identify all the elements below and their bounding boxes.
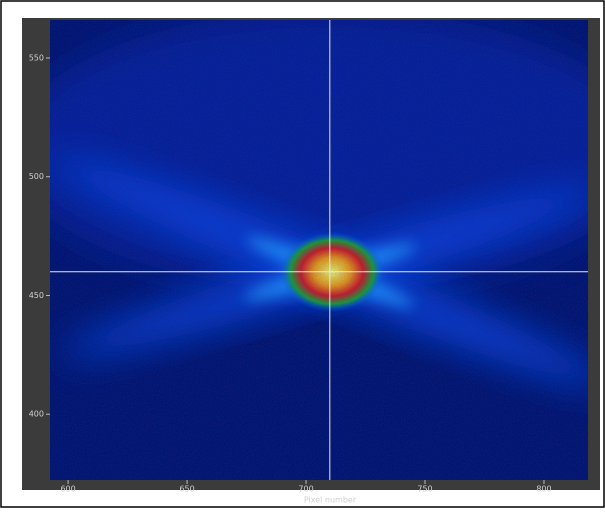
image xyxy=(10,10,605,480)
x-tick-label: 700 xyxy=(298,485,313,494)
y-tick-label: 450 xyxy=(29,291,44,300)
x-tick-label: 750 xyxy=(417,485,432,494)
x-tick-label: 650 xyxy=(179,485,194,494)
y-tick-label: 400 xyxy=(29,410,44,419)
x-axis-label: Pixel number xyxy=(304,496,357,505)
y-tick-label: 550 xyxy=(29,53,44,62)
y-tick-label: 500 xyxy=(29,172,44,181)
chart: Pixel number 600 650 700 750 800 400 450 500 550 xyxy=(0,0,605,508)
page: Pixel number 600 650 700 750 800 400 450 500 550… xyxy=(0,0,605,512)
x-tick-label: 600 xyxy=(60,485,75,494)
x-tick-label: 800 xyxy=(536,485,551,494)
image-noise xyxy=(50,20,588,480)
